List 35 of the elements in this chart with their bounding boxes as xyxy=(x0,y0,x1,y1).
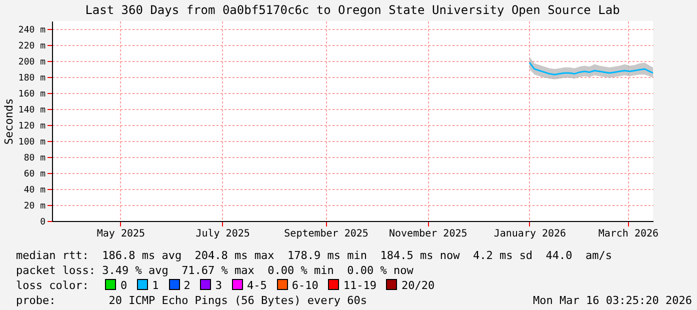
y-tick-label: 220 m xyxy=(18,42,46,52)
y-tick-label: 120 m xyxy=(18,122,46,132)
y-axis-title: Seconds xyxy=(2,98,16,145)
text: packet loss: 3.49 % avg 71.67 % max 0.00 % min 0.00 % now xyxy=(16,263,414,278)
y-tick-label: 40 m xyxy=(24,186,46,196)
line-series xyxy=(528,62,654,76)
text: probe: 20 ICMP Echo Pings (56 Bytes) every 60s xyxy=(16,294,367,307)
x-tick-label: January 2026 xyxy=(494,228,566,240)
legend-label: 0 xyxy=(120,279,128,292)
x-tick-label: September 2025 xyxy=(284,228,368,240)
x-tick-label: November 2025 xyxy=(388,228,468,240)
y-tick-label: 60 m xyxy=(24,170,46,180)
legend-label: 2 xyxy=(184,279,190,292)
y-tick-label: 20 m xyxy=(24,202,46,212)
y-tick-label: 0 xyxy=(40,218,46,228)
legend-title: loss color: xyxy=(16,279,90,292)
legend-label: 4-5 xyxy=(246,279,267,292)
y-tick-label: 140 m xyxy=(18,106,46,116)
chart-title: Last 360 Days from 0a0bf5170c6c to Oregon State University Open Source Lab xyxy=(85,3,620,17)
legend-label: 11-19 xyxy=(343,279,376,292)
legend-label: 20/20 xyxy=(401,279,435,292)
legend-label: 1 xyxy=(152,279,159,292)
text: median rtt: 186.8 ms avg 204.8 ms max 178.9 ms min 184.5 ms now 4.2 ms sd 44.0 am/s xyxy=(16,248,614,263)
legend-label: 6-10 xyxy=(292,279,318,292)
y-tick-label: 180 m xyxy=(18,74,46,84)
y-tick-label: 200 m xyxy=(18,58,46,68)
y-tick-label: 80 m xyxy=(24,154,46,164)
text: Mon Mar 16 03:25:20 2026 xyxy=(533,293,692,308)
x-tick-label: May 2025 xyxy=(96,228,146,240)
y-tick-label: 240 m xyxy=(18,26,46,36)
legend-label: 3 xyxy=(215,279,222,292)
x-tick-label: March 2026 xyxy=(598,228,659,240)
x-tick-label: July 2025 xyxy=(196,228,250,240)
y-tick-label: 160 m xyxy=(18,90,46,100)
y-tick-label: 100 m xyxy=(18,138,46,148)
